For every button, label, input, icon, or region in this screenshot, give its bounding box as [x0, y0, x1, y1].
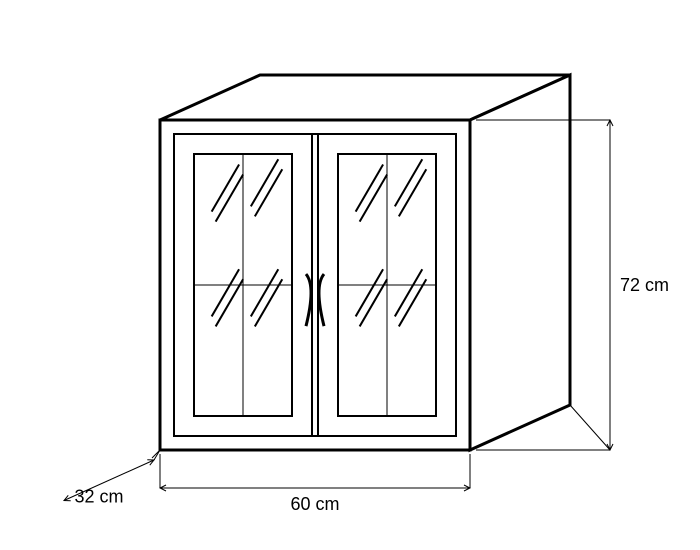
cabinet-dimension-diagram: 72 cm 60 cm 32 cm — [0, 0, 700, 550]
dim-height-label: 72 cm — [620, 275, 669, 295]
dim-width-label: 60 cm — [290, 494, 339, 514]
dim-depth-label: 32 cm — [74, 486, 123, 506]
